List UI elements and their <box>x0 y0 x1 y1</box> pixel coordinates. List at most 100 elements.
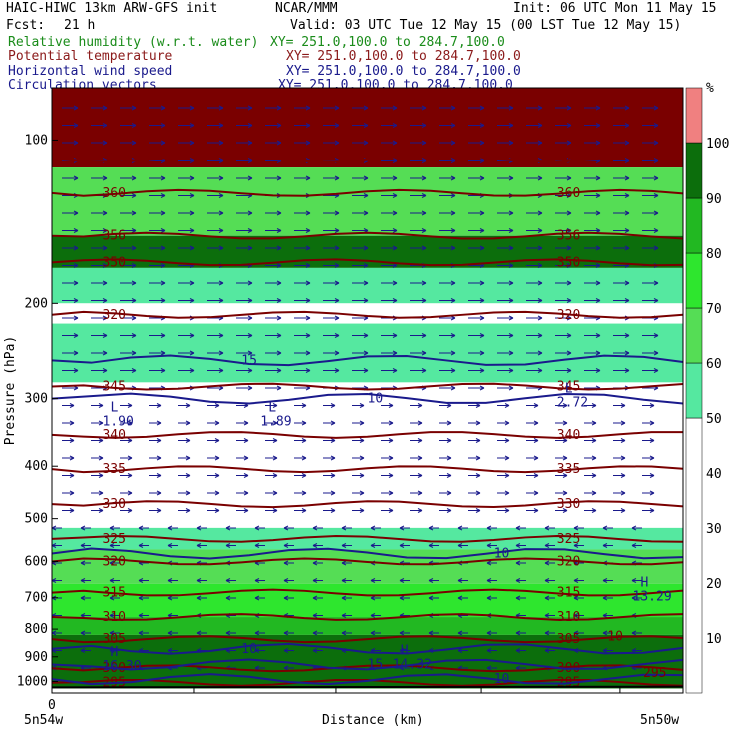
theta-contour-line <box>51 382 684 391</box>
wind-vector-head <box>388 473 394 478</box>
wind-vector-head <box>479 350 485 356</box>
wind-vector-head <box>283 595 289 601</box>
wind-vector-head <box>272 403 278 408</box>
wind-vector-head <box>450 245 456 251</box>
theta-contour-label: 360 <box>102 186 125 201</box>
wind-vector-head <box>595 280 601 286</box>
wind-vector-head <box>73 350 79 356</box>
colorbar-tick-label: 80 <box>706 247 722 262</box>
wind-vector-head <box>312 613 318 618</box>
wind-vector-head <box>504 473 510 478</box>
wind-vector-head <box>417 508 423 513</box>
wind-vector-head <box>138 595 144 601</box>
wind-vector-head <box>508 298 514 303</box>
wind-vector-head <box>562 490 568 496</box>
wind-vector-head <box>562 455 568 461</box>
wind-vector-head <box>185 420 191 426</box>
wind-vector-head <box>283 560 289 566</box>
wind-vector-head <box>218 280 224 286</box>
wind-vector-head <box>167 543 173 548</box>
wind-vector-head <box>620 438 626 443</box>
wind-vector-head <box>508 385 514 391</box>
wind-vector-head <box>428 630 434 636</box>
wind-vector-head <box>218 298 224 303</box>
wind-vector-head <box>392 333 398 338</box>
wind-vector-head <box>602 630 608 636</box>
wind-vector-head <box>131 350 137 356</box>
wind-vector-head <box>359 473 365 478</box>
wind-vector-head <box>446 455 452 461</box>
wind-vector-head <box>399 525 405 531</box>
wind-vector-head <box>537 280 543 286</box>
wind-vector-head <box>305 315 311 321</box>
wind-vector-head <box>649 420 655 426</box>
wind-vector-head <box>276 385 282 391</box>
wind-vector-head <box>363 175 369 181</box>
wind-vector-head <box>98 508 104 513</box>
wind-vector-head <box>566 123 572 128</box>
wind-vector-head <box>334 175 340 181</box>
wind-vector-head <box>475 490 481 496</box>
wind-vector-head <box>537 298 543 303</box>
wind-vector-head <box>189 228 195 233</box>
wind-vector-head <box>341 560 347 566</box>
wind-vector-head <box>653 175 659 181</box>
wind-vector-head <box>272 490 278 496</box>
valid-time: Valid: 03 UTC Tue 12 May 15 (00 LST Tue … <box>290 18 682 33</box>
wind-vector-head <box>138 578 144 583</box>
wind-vector-head <box>566 333 572 338</box>
wind-vector-head <box>312 648 318 653</box>
wind-vector-head <box>595 175 601 181</box>
wind-vector-head <box>363 333 369 338</box>
wind-vector-head <box>98 490 104 496</box>
wind-vector-head <box>537 368 543 373</box>
wind-vector-head <box>537 210 543 216</box>
wind-vector-head <box>196 543 202 548</box>
wind-contour-label: 10 <box>494 672 510 687</box>
wind-vector-head <box>392 210 398 216</box>
wind-vector-head <box>624 245 630 251</box>
wind-vector-head <box>620 490 626 496</box>
wind-vector-head <box>479 210 485 216</box>
wind-vector-head <box>595 193 601 198</box>
wind-vector-head <box>301 403 307 408</box>
theta-contour-line <box>51 613 684 621</box>
wind-vector-head <box>218 105 224 111</box>
wind-vector-head <box>479 280 485 286</box>
wind-vector-head <box>330 490 336 496</box>
wind-vector-head <box>544 543 550 548</box>
wind-vector-head <box>330 473 336 478</box>
wind-vector-head <box>399 578 405 583</box>
theta-contour-line <box>51 465 684 474</box>
theta-contour-line <box>51 588 684 597</box>
wind-vector-head <box>102 315 108 321</box>
wind-vector-head <box>301 420 307 426</box>
wind-vector-head <box>363 280 369 286</box>
y-axis-title: Pressure (hPa) <box>3 336 18 446</box>
wind-vector-head <box>341 578 347 583</box>
wind-vector-head <box>69 438 75 443</box>
wind-vector-head <box>653 280 659 286</box>
extremum-value: 13.29 <box>633 590 672 605</box>
rh-layer-2 <box>52 235 683 268</box>
wind-vector-head <box>595 245 601 251</box>
wind-vector-head <box>363 368 369 373</box>
wind-vector-head <box>363 263 369 268</box>
wind-vector-head <box>272 473 278 478</box>
wind-vector-head <box>653 105 659 111</box>
extremum-type: L <box>110 400 118 415</box>
wind-vector-head <box>653 298 659 303</box>
wind-vector-head <box>334 123 340 128</box>
wind-vector-head <box>131 105 137 111</box>
wind-vector-head <box>428 543 434 548</box>
wind-vector-head <box>421 280 427 286</box>
wind-vector-head <box>301 473 307 478</box>
wind-vector-head <box>247 158 253 163</box>
wind-vector-head <box>214 438 220 443</box>
wind-vector-head <box>591 403 597 408</box>
wind-vector-head <box>479 140 485 146</box>
y-tick-label: 100 <box>25 133 48 148</box>
wind-vector-head <box>247 385 253 391</box>
wind-vector-head <box>359 490 365 496</box>
wind-vector-head <box>653 333 659 338</box>
